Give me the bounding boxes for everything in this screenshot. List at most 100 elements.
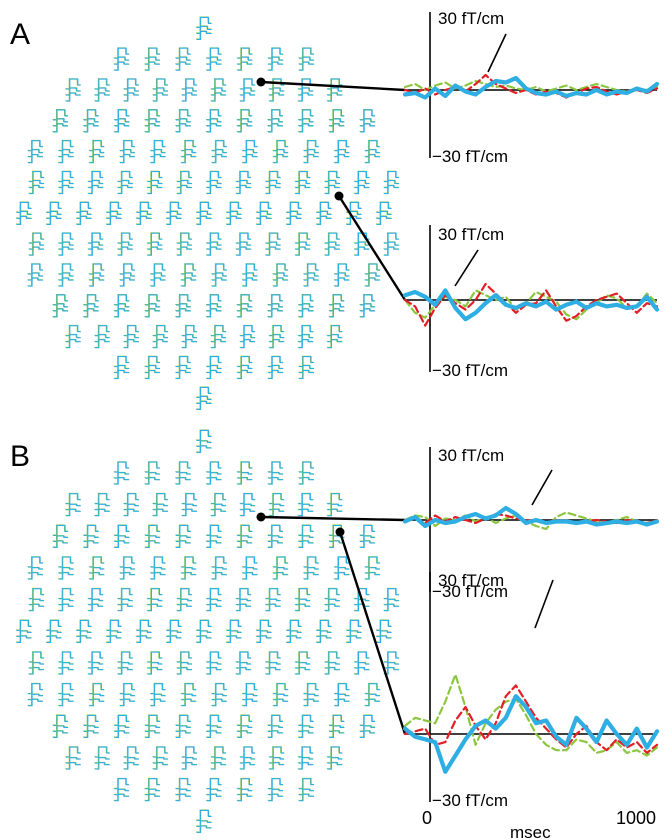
sensor-trace-blue: [376, 215, 392, 225]
sensor-trace-blue: [327, 762, 343, 770]
sensor-glyph: [152, 492, 168, 517]
sensor-trace-blue: [182, 746, 198, 758]
sensor-trace-blue: [324, 185, 340, 195]
sensor-trace-green: [376, 215, 391, 225]
sensor-trace-blue: [175, 308, 191, 318]
sensor-trace-green: [298, 61, 314, 71]
sensor-trace-blue: [360, 308, 376, 318]
sensor-trace-green: [196, 215, 211, 225]
sensor-trace-blue: [177, 603, 193, 612]
sensor-trace-blue: [360, 123, 376, 133]
sensor-glyph: [83, 524, 99, 548]
sensor-trace-blue: [236, 603, 252, 612]
sensor-trace-green: [303, 153, 319, 163]
sensor-glyph: [28, 651, 45, 675]
sensor-trace-blue: [196, 30, 212, 40]
sensor-glyph: [28, 587, 45, 612]
sensor-trace-blue: [334, 277, 350, 287]
sensor-trace-green: [236, 308, 252, 317]
sensor-trace-green: [136, 215, 151, 225]
sensor-trace-blue: [152, 746, 168, 758]
sensor-trace-blue: [88, 246, 104, 256]
sensor-glyph: [106, 619, 122, 643]
sensor-trace-blue: [265, 246, 281, 256]
sensor-trace-green: [113, 123, 129, 132]
callout-line: [454, 249, 479, 287]
sensor-trace-blue: [206, 185, 222, 195]
sensor-trace-blue: [206, 588, 222, 600]
sensor-glyph: [144, 355, 161, 380]
sensor-glyph: [241, 263, 258, 287]
sensor-trace-green: [176, 184, 192, 194]
sensor-glyph: [27, 263, 44, 287]
sensor-trace-blue: [237, 524, 253, 536]
sensor-glyph: [16, 201, 32, 225]
sensor-trace-blue: [298, 778, 314, 790]
sensor-glyph: [196, 619, 212, 643]
sensor-trace-blue: [83, 308, 99, 318]
sensor-trace-blue: [196, 429, 212, 441]
sensor-trace-blue: [28, 683, 44, 695]
sensor-glyph: [383, 232, 400, 256]
sensor-trace-blue: [117, 603, 133, 612]
sensor-trace-blue: [114, 524, 130, 536]
sensor-glyph: [175, 777, 191, 802]
sensor-trace-blue: [298, 793, 314, 802]
sensor-trace-green: [265, 184, 281, 194]
sensor-trace-blue: [211, 154, 227, 164]
sensor-trace-blue: [211, 277, 227, 287]
sensor-trace-blue: [150, 572, 166, 580]
sensor-trace-blue: [256, 215, 272, 225]
sensor-trace-blue: [242, 556, 258, 568]
sensor-glyph: [94, 78, 110, 102]
sensor-trace-blue: [268, 540, 284, 548]
sensor-trace-blue: [58, 185, 74, 195]
sensor-trace-green: [52, 123, 68, 132]
sensor-trace-blue: [53, 123, 69, 133]
sensor-trace-blue: [286, 619, 302, 631]
sensor-glyph: [52, 524, 69, 548]
y-top-label-b2: 30 fT/cm: [438, 571, 504, 590]
sensor-glyph: [364, 556, 381, 580]
sensor-trace-blue: [334, 572, 350, 580]
sensor-trace-green: [235, 184, 251, 194]
sensor-trace-blue: [237, 793, 253, 802]
sensor-trace-blue: [237, 730, 253, 738]
sensor-trace-blue: [298, 762, 314, 770]
sensor-trace-blue: [117, 246, 133, 256]
sensor-trace-blue: [329, 308, 345, 318]
sensor-trace-blue: [89, 154, 105, 164]
sensor-trace-blue: [295, 185, 311, 195]
sensor-glyph: [58, 682, 74, 707]
sensor-trace-green: [150, 277, 166, 287]
sensor-trace-green: [298, 308, 314, 317]
sensor-trace-blue: [175, 370, 191, 380]
sensor-trace-green: [267, 123, 283, 132]
sensor-glyph: [316, 619, 332, 643]
sensor-glyph: [298, 524, 314, 548]
sensor-glyph: [324, 651, 340, 675]
sensor-glyph: [353, 232, 370, 256]
sensor-glyph: [180, 556, 197, 580]
sensor-glyph: [364, 682, 381, 707]
sensor-glyph: [152, 78, 168, 102]
sensor-glyph: [144, 714, 161, 738]
sensor-glyph: [88, 263, 105, 287]
sensor-glyph: [88, 682, 105, 707]
sensor-glyph: [27, 682, 44, 707]
sensor-glyph: [175, 524, 191, 548]
sensor-trace-blue: [240, 339, 256, 349]
sensor-trace-blue: [324, 603, 340, 612]
sensor-trace-blue: [150, 277, 166, 287]
sensor-glyph: [146, 651, 163, 675]
sensor-glyph: [117, 587, 133, 612]
sensor-trace-blue: [346, 215, 362, 225]
sensor-trace-blue: [269, 508, 285, 517]
sensor-trace-blue: [206, 308, 222, 318]
sensor-trace-blue: [329, 123, 345, 133]
sensor-trace-blue: [114, 308, 130, 318]
sensor-trace-green: [206, 246, 221, 256]
sensor-trace-blue: [236, 246, 252, 256]
sensor-glyph: [316, 201, 332, 225]
